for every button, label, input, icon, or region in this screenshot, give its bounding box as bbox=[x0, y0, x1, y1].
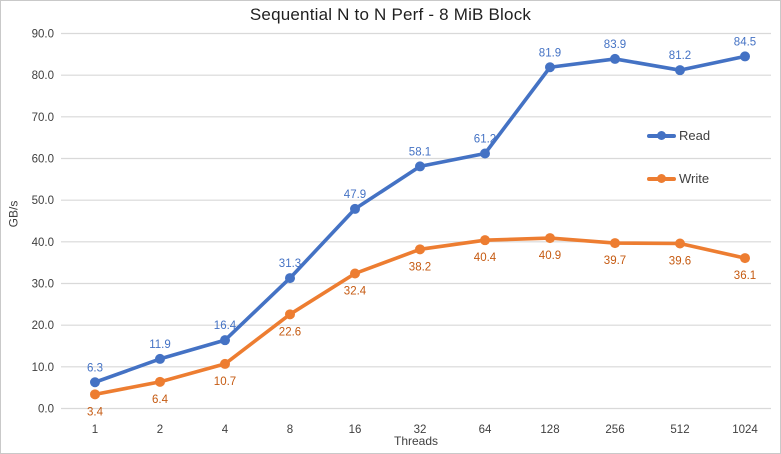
legend-label-read: Read bbox=[679, 128, 711, 143]
write-data-label: 39.7 bbox=[604, 255, 626, 267]
write-data-point bbox=[350, 268, 360, 279]
write-legend-dot bbox=[657, 174, 666, 183]
x-tick-label: 1 bbox=[92, 424, 98, 436]
read-data-label: 31.3 bbox=[279, 258, 301, 270]
x-tick-label: 128 bbox=[540, 424, 559, 436]
write-data-label: 22.6 bbox=[279, 326, 301, 338]
read-data-point bbox=[350, 203, 360, 214]
x-axis-title: Threads bbox=[393, 434, 439, 448]
read-series-line bbox=[93, 54, 747, 385]
x-tick-label: 8 bbox=[287, 424, 293, 436]
write-data-point bbox=[675, 238, 685, 249]
read-data-label: 61.2 bbox=[474, 134, 496, 146]
read-data-point bbox=[90, 377, 100, 388]
write-data-label: 40.4 bbox=[474, 252, 497, 264]
read-data-point bbox=[415, 161, 425, 172]
x-tick-label: 1024 bbox=[732, 424, 758, 436]
y-tick-label: 80.0 bbox=[32, 70, 54, 82]
read-data-point bbox=[675, 65, 685, 76]
x-tick-label: 16 bbox=[349, 424, 362, 436]
write-data-label: 36.1 bbox=[734, 270, 756, 282]
write-data-label: 40.9 bbox=[539, 250, 561, 262]
read-data-point bbox=[220, 335, 230, 346]
write-data-point bbox=[740, 253, 750, 264]
write-data-point bbox=[610, 238, 620, 249]
x-tick-label: 32 bbox=[414, 424, 427, 436]
read-data-label: 58.1 bbox=[409, 146, 431, 158]
write-data-label: 6.4 bbox=[152, 394, 169, 406]
read-data-label: 81.2 bbox=[669, 50, 691, 62]
write-series-marker-icon bbox=[647, 174, 676, 184]
read-data-point bbox=[740, 51, 750, 62]
read-data-label: 6.3 bbox=[87, 362, 103, 374]
y-tick-label: 20.0 bbox=[32, 320, 54, 332]
y-tick-label: 10.0 bbox=[32, 362, 54, 374]
y-axis-title: GB/s bbox=[6, 200, 21, 228]
read-legend-dot bbox=[657, 131, 666, 140]
y-tick-label: 50.0 bbox=[32, 195, 54, 207]
x-tick-label: 64 bbox=[479, 424, 492, 436]
write-data-point bbox=[285, 309, 295, 320]
write-data-label: 32.4 bbox=[344, 286, 367, 298]
read-data-label: 84.5 bbox=[734, 36, 756, 48]
read-data-label: 47.9 bbox=[344, 189, 366, 201]
legend-item-write: Write bbox=[647, 171, 710, 186]
x-tick-label: 4 bbox=[222, 424, 229, 436]
x-tick-label: 256 bbox=[605, 424, 624, 436]
y-tick-label: 0.0 bbox=[38, 404, 54, 416]
read-series-marker-icon bbox=[647, 131, 676, 141]
write-data-label: 3.4 bbox=[87, 406, 104, 418]
write-data-point bbox=[155, 376, 165, 387]
y-tick-label: 40.0 bbox=[32, 237, 54, 249]
write-data-point bbox=[90, 389, 100, 400]
legend: Read Write bbox=[647, 128, 710, 186]
read-data-label: 11.9 bbox=[149, 339, 171, 351]
y-tick-label: 60.0 bbox=[32, 154, 54, 166]
write-data-point bbox=[415, 244, 425, 255]
write-data-point bbox=[220, 358, 230, 369]
y-tick-label: 30.0 bbox=[32, 279, 54, 291]
legend-label-write: Write bbox=[679, 171, 710, 186]
read-data-label: 81.9 bbox=[539, 47, 561, 59]
write-data-label: 10.7 bbox=[214, 376, 236, 388]
write-data-point bbox=[480, 235, 490, 246]
read-data-point bbox=[155, 353, 165, 364]
x-tick-label: 512 bbox=[670, 424, 689, 436]
chart-title: Sequential N to N Perf - 8 MiB Block bbox=[249, 5, 532, 24]
write-data-label: 38.2 bbox=[409, 261, 431, 273]
read-data-label: 16.4 bbox=[214, 320, 237, 332]
write-data-point bbox=[545, 233, 555, 244]
write-data-label: 39.6 bbox=[669, 256, 691, 268]
read-data-point bbox=[480, 148, 490, 159]
y-tick-label: 70.0 bbox=[32, 112, 54, 124]
x-tick-label: 2 bbox=[157, 424, 163, 436]
read-data-point bbox=[285, 273, 295, 284]
legend-item-read: Read bbox=[647, 128, 710, 143]
read-data-point bbox=[610, 53, 620, 64]
read-data-point bbox=[545, 62, 555, 73]
y-tick-label: 90.0 bbox=[32, 29, 54, 41]
read-data-label: 83.9 bbox=[604, 39, 626, 51]
